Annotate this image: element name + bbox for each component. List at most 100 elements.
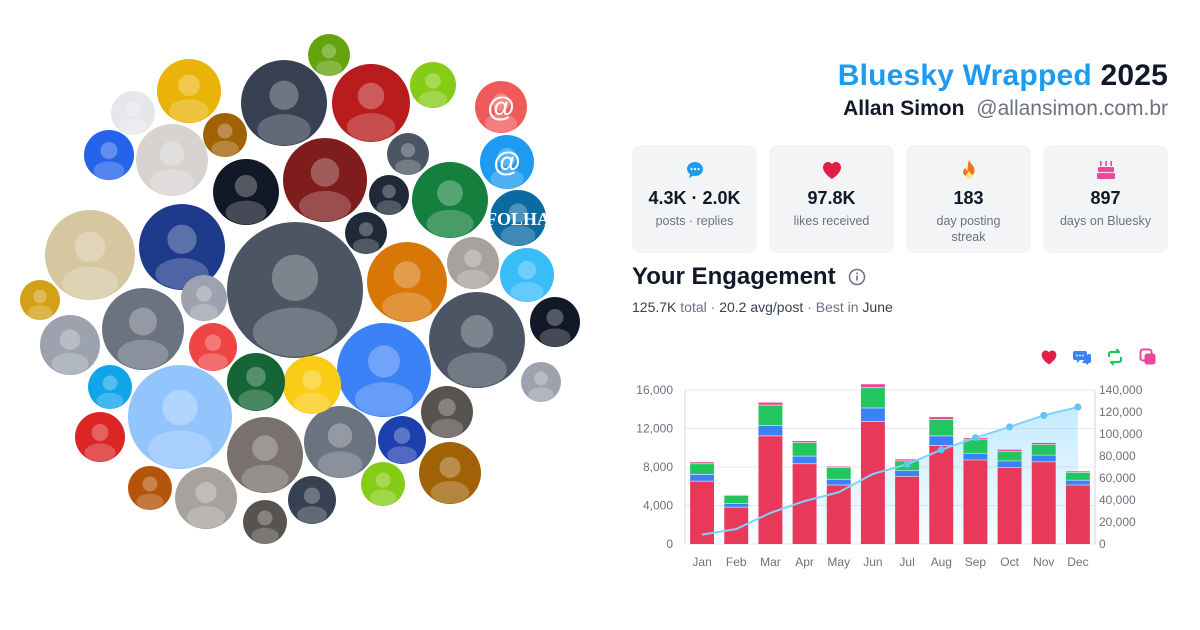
bar-segment[interactable] (758, 425, 783, 436)
quote-icon[interactable] (1139, 348, 1157, 366)
bar-segment[interactable] (690, 462, 715, 464)
cumulative-point[interactable] (903, 460, 911, 468)
y-tick-left: 16,000 (636, 383, 673, 397)
bar-segment[interactable] (792, 442, 817, 456)
at-sign-icon: @ (487, 91, 514, 122)
engagement-best-month: June (862, 299, 893, 315)
bar-segment[interactable] (963, 440, 988, 453)
bar-segment[interactable] (1031, 444, 1056, 455)
x-tick: Oct (1000, 555, 1019, 569)
folha-logo: FOLHA (486, 209, 550, 229)
bar-segment[interactable] (895, 470, 920, 477)
engagement-title: Your Engagement (632, 263, 836, 290)
bar-segment[interactable] (792, 464, 817, 544)
bar-segment[interactable] (929, 419, 954, 436)
y-tick-right: 0 (1099, 537, 1106, 551)
y-tick-left: 0 (666, 537, 673, 551)
cumulative-point[interactable] (937, 446, 945, 454)
y-tick-left: 8,000 (643, 460, 673, 474)
bar-segment[interactable] (1065, 485, 1090, 544)
avatar (88, 365, 132, 409)
bar-segment[interactable] (860, 384, 885, 388)
bar-segment[interactable] (895, 476, 920, 544)
bar-segment[interactable] (826, 466, 851, 468)
bar-segment[interactable] (929, 416, 954, 420)
bar-segment[interactable] (860, 408, 885, 422)
avatar (288, 476, 336, 524)
bar-segment[interactable] (1031, 442, 1056, 445)
at-sign-icon: @ (493, 146, 520, 177)
stat-label: posts · replies (655, 214, 734, 228)
bar-segment[interactable] (860, 388, 885, 408)
avatar (40, 315, 100, 375)
x-tick: Apr (795, 555, 814, 569)
bar-segment[interactable] (929, 436, 954, 446)
bar-segment[interactable] (826, 485, 851, 544)
info-icon[interactable] (848, 268, 866, 286)
bar-segment[interactable] (724, 503, 749, 507)
avatar (128, 365, 232, 469)
bar-segment[interactable] (758, 402, 783, 405)
avatar (345, 212, 387, 254)
repost-icon[interactable] (1106, 348, 1124, 366)
bar-segment[interactable] (690, 464, 715, 475)
heart-icon[interactable] (1040, 348, 1058, 366)
bar-segment[interactable] (826, 479, 851, 485)
bar-segment[interactable] (1031, 455, 1056, 462)
x-tick: Sep (965, 555, 987, 569)
avatar (410, 62, 456, 108)
avatar (136, 124, 208, 196)
bar-segment[interactable] (929, 445, 954, 544)
engagement-avg: 20.2 avg/post (719, 299, 804, 315)
stat-value: 897 (1090, 188, 1121, 208)
bar-segment[interactable] (758, 436, 783, 544)
stat-value: 183 (953, 188, 984, 208)
bar-segment[interactable] (1065, 472, 1090, 480)
avatar (283, 138, 367, 222)
cumulative-point[interactable] (1074, 403, 1082, 411)
cumulative-point[interactable] (1006, 423, 1014, 431)
reply-icon[interactable] (1073, 348, 1091, 366)
bar-segment[interactable] (963, 453, 988, 460)
avatar (500, 248, 554, 302)
cumulative-point[interactable] (1040, 411, 1048, 419)
heart-icon (769, 159, 894, 181)
avatar (304, 406, 376, 478)
x-tick: Jun (863, 555, 882, 569)
avatar (203, 113, 247, 157)
bar-segment[interactable] (724, 507, 749, 544)
bar-segment[interactable] (963, 460, 988, 544)
y-tick-right: 100,000 (1099, 427, 1143, 441)
avatar (530, 297, 580, 347)
user-line: Allan Simon @allansimon.com.br (838, 96, 1168, 122)
bar-segment[interactable] (724, 495, 749, 503)
avatar (111, 91, 155, 135)
bar-segment[interactable] (690, 481, 715, 544)
y-tick-right: 40,000 (1099, 493, 1136, 507)
stat-posts: 4.3K · 2.0K posts · replies (632, 145, 757, 253)
title-year: 2025 (1100, 59, 1168, 92)
avatar (332, 64, 410, 142)
bar-segment[interactable] (860, 421, 885, 544)
bar-segment[interactable] (997, 467, 1022, 544)
cumulative-line (701, 406, 1079, 536)
bar-segment[interactable] (1065, 471, 1090, 473)
bar-segment[interactable] (997, 449, 1022, 451)
bar-segment[interactable] (895, 459, 920, 461)
avatar (84, 130, 134, 180)
page-header: Bluesky Wrapped 2025 Allan Simon @allans… (838, 58, 1168, 122)
bar-segment[interactable] (826, 467, 851, 479)
bar-segment[interactable] (758, 405, 783, 426)
avatar (189, 323, 237, 371)
cumulative-point[interactable] (971, 434, 979, 442)
bar-segment[interactable] (1065, 480, 1090, 485)
bar-segment[interactable] (1031, 462, 1056, 544)
bar-segment[interactable] (997, 461, 1022, 468)
bar-segment[interactable] (690, 474, 715, 481)
avatar (412, 162, 488, 238)
avatar (475, 81, 527, 133)
display-name: Allan Simon (843, 97, 965, 120)
bar-segment[interactable] (792, 456, 817, 464)
bar-segment[interactable] (792, 441, 817, 443)
bar-segment[interactable] (997, 451, 1022, 461)
